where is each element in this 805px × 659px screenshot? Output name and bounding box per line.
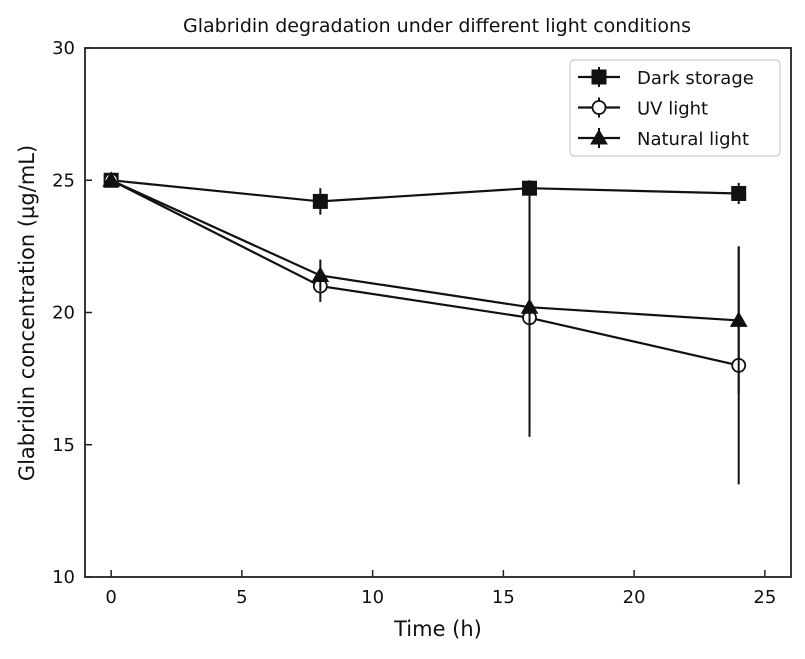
series-line <box>110 179 739 322</box>
x-tick-label: 15 <box>492 587 515 608</box>
x-tick-label: 0 <box>105 587 116 608</box>
data-point <box>311 266 330 282</box>
x-tick-label: 25 <box>753 587 776 608</box>
legend-entry: Natural light <box>578 128 749 150</box>
legend: Dark storage UV light Natural light <box>569 59 781 157</box>
legend-marker <box>590 128 608 145</box>
series-dark-storage <box>103 172 747 215</box>
x-axis: 0 5 10 15 20 25 <box>105 570 776 608</box>
x-tick-label: 20 <box>623 587 646 608</box>
y-tick-label: 25 <box>52 170 75 191</box>
data-point <box>102 171 121 187</box>
y-tick-label: 30 <box>52 38 75 59</box>
legend-box <box>569 59 781 157</box>
chart-title: Glabridin degradation under different li… <box>183 15 691 37</box>
series-line <box>110 179 739 367</box>
legend-label: Natural light <box>637 129 749 150</box>
legend-label: UV light <box>637 99 708 120</box>
legend-entry: Dark storage <box>578 67 754 89</box>
series-natural-light <box>102 171 748 427</box>
legend-label: Dark storage <box>637 68 754 89</box>
x-tick-label: 10 <box>361 587 384 608</box>
x-axis-label: Time (h) <box>393 617 482 641</box>
y-axis-label: Glabridin concentration (µg/mL) <box>15 145 39 481</box>
data-point <box>731 185 747 201</box>
legend-marker <box>591 100 607 115</box>
y-tick-label: 10 <box>52 567 75 588</box>
data-point <box>520 298 539 314</box>
x-tick-label: 5 <box>236 587 247 608</box>
y-tick-label: 15 <box>52 435 75 456</box>
y-axis: 10 15 20 25 30 <box>52 38 92 588</box>
series-layer <box>102 171 748 485</box>
legend-marker <box>591 69 607 85</box>
data-point <box>312 193 328 209</box>
legend-entry: UV light <box>578 97 708 120</box>
y-tick-label: 20 <box>52 303 75 324</box>
data-point <box>729 311 748 327</box>
series-line <box>111 179 739 203</box>
